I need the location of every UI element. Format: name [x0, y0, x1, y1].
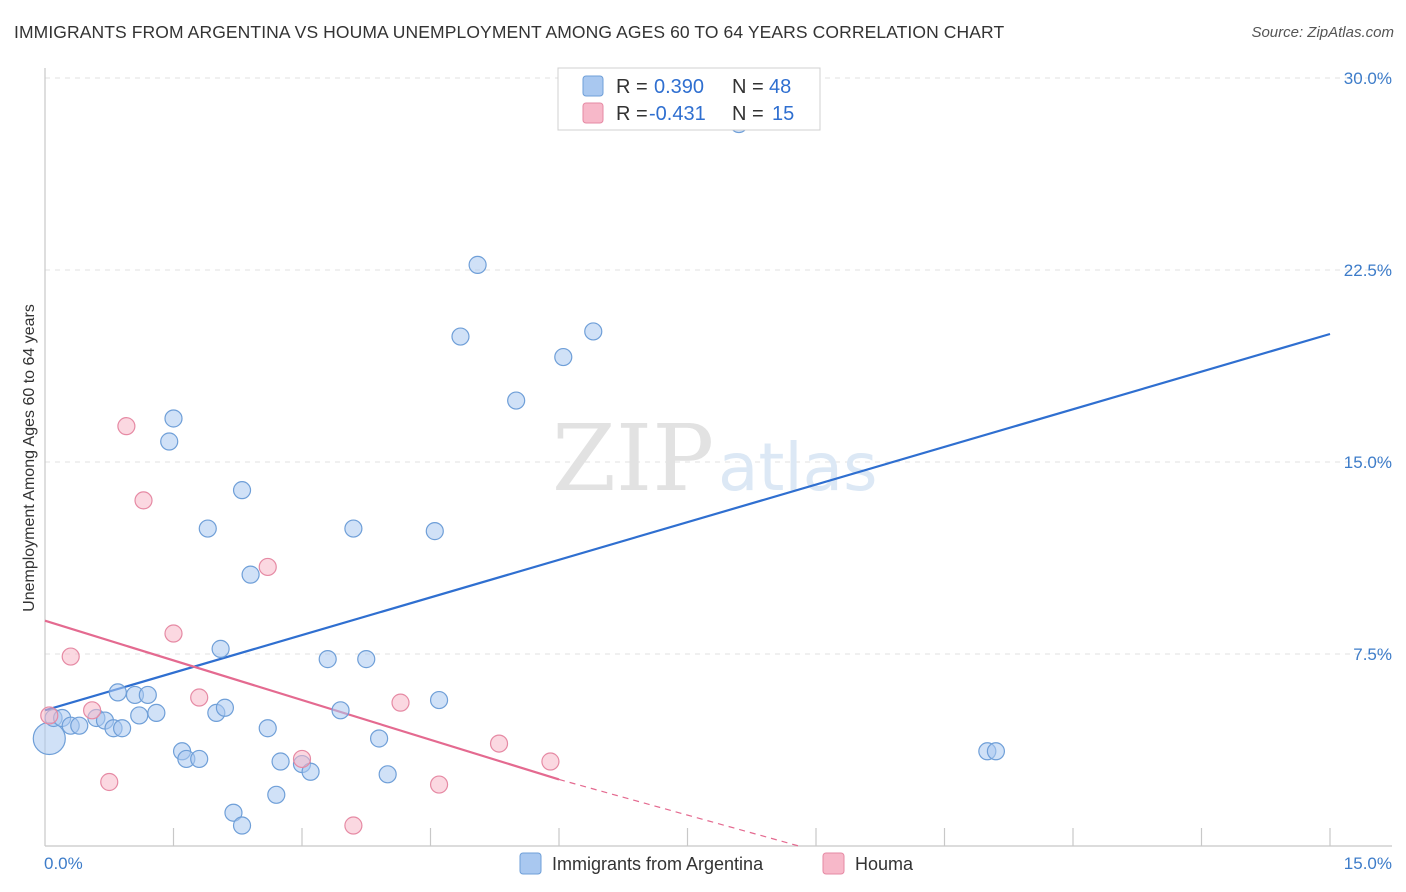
point-argentina-40 [451, 327, 470, 346]
point-argentina-31 [301, 762, 320, 781]
grid-lines [45, 77, 1392, 655]
y-tick-label-1: 15.0% [1344, 453, 1392, 472]
point-houma-13 [489, 734, 509, 753]
point-houma-8 [258, 557, 277, 577]
point-argentina-33 [331, 701, 350, 720]
trend-line-0 [44, 332, 1331, 712]
point-argentina-38 [425, 522, 444, 541]
point-argentina-42 [507, 391, 526, 410]
point-argentina-32 [318, 650, 337, 669]
stats-n-label-argentina: N = [732, 76, 764, 98]
point-houma-11 [391, 693, 410, 712]
point-argentina-25 [232, 481, 252, 500]
stats-r-value-argentina: 0.390 [654, 76, 704, 98]
point-argentina-39 [429, 690, 449, 710]
point-argentina-0 [32, 721, 66, 756]
watermark: ZIP atlas [552, 405, 878, 512]
y-axis-title: Unemployment Among Ages 60 to 64 years [21, 304, 38, 612]
y-tick-label-3: 30.0% [1344, 69, 1392, 88]
point-argentina-44 [584, 322, 603, 341]
point-argentina-27 [258, 719, 277, 738]
watermark-zip: ZIP [552, 405, 714, 512]
scatter-points [32, 114, 1006, 835]
point-argentina-20 [211, 639, 230, 658]
point-argentina-12 [130, 706, 149, 725]
point-argentina-13 [147, 703, 166, 722]
y-tick-label-2: 22.5% [1344, 261, 1392, 280]
stats-swatch-houma [582, 102, 604, 124]
point-argentina-41 [468, 255, 487, 274]
legend-swatch-houma [822, 852, 845, 875]
stats-n-value-houma: 15 [772, 103, 794, 125]
x-tick-label-min: 0.0% [44, 854, 83, 873]
point-argentina-22 [215, 698, 234, 717]
point-argentina-29 [267, 785, 286, 804]
point-argentina-19 [160, 432, 179, 451]
point-argentina-23 [224, 803, 243, 822]
point-argentina-26 [241, 565, 260, 584]
stats-n-value-argentina: 48 [769, 76, 791, 98]
point-argentina-36 [370, 729, 389, 748]
point-houma-12 [429, 775, 449, 794]
stats-r-value-houma: -0.431 [649, 103, 706, 125]
stats-swatch-argentina [582, 75, 604, 97]
series-legend: Immigrants from Argentina Houma [519, 852, 914, 875]
y-tick-labels: 7.5% 15.0% 22.5% 30.0% [1344, 69, 1392, 664]
stats-r-label-argentina: R = [616, 76, 648, 98]
point-houma-5 [134, 491, 153, 510]
legend-label-houma: Houma [855, 854, 914, 874]
point-houma-1 [61, 647, 80, 666]
stats-legend: R = 0.390 N = 48 R = -0.431 N = 15 [557, 67, 821, 131]
point-argentina-11 [138, 685, 157, 705]
source-credit: Source: ZipAtlas.com [1251, 24, 1394, 41]
legend-label-argentina: Immigrants from Argentina [552, 854, 764, 874]
point-houma-9 [292, 749, 312, 769]
point-argentina-34 [344, 519, 363, 538]
x-ticks [172, 828, 1331, 846]
x-tick-label-max: 15.0% [1344, 854, 1392, 873]
y-tick-label-0: 7.5% [1353, 645, 1392, 664]
point-houma-0 [40, 706, 59, 725]
point-houma-3 [100, 772, 119, 792]
point-argentina-4 [70, 716, 89, 735]
chart-title: IMMIGRANTS FROM ARGENTINA VS HOUMA UNEMP… [14, 22, 1005, 42]
point-houma-14 [541, 752, 560, 771]
point-argentina-8 [112, 719, 132, 738]
trend-lines [44, 332, 1331, 847]
point-houma-7 [190, 688, 209, 707]
point-argentina-9 [108, 683, 127, 702]
trend-line-dashed-1 [558, 778, 800, 847]
point-houma-10 [344, 816, 363, 835]
stats-n-label-houma: N = [732, 103, 764, 125]
point-argentina-35 [357, 650, 376, 669]
point-argentina-18 [164, 409, 183, 428]
point-argentina-43 [554, 347, 573, 367]
legend-swatch-argentina [519, 852, 542, 875]
stats-r-label-houma: R = [616, 103, 648, 125]
point-houma-4 [117, 417, 136, 436]
point-houma-6 [164, 624, 183, 643]
point-argentina-24 [232, 816, 252, 835]
point-argentina-47 [986, 742, 1006, 761]
point-argentina-16 [190, 749, 209, 769]
point-argentina-37 [378, 765, 397, 784]
point-argentina-28 [271, 752, 290, 771]
watermark-atlas: atlas [718, 429, 878, 506]
point-houma-2 [83, 701, 102, 720]
x-tick-labels: 0.0% 15.0% [44, 854, 1392, 873]
point-argentina-17 [198, 519, 217, 538]
trend-line-1 [44, 619, 560, 781]
